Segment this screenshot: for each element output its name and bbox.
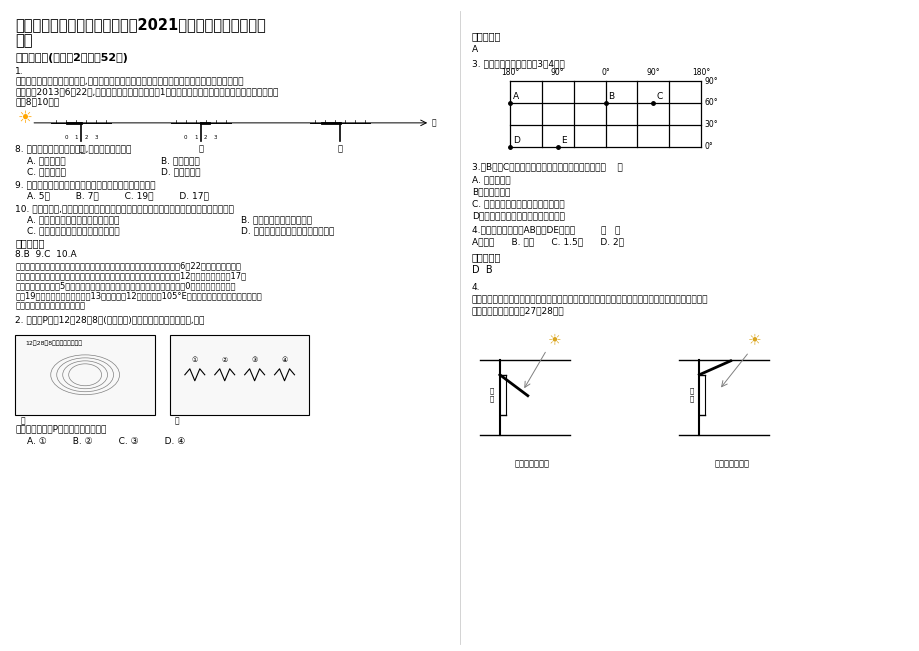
Text: 丙: 丙 <box>432 118 437 128</box>
Text: 甲: 甲 <box>78 145 84 154</box>
Text: 从影子朝向及长短可判断，乙在南半球，甲丙在北半球且丙的纬度高于甲。6月22日直射北半球，北: 从影子朝向及长短可判断，乙在南半球，甲丙在北半球且丙的纬度高于甲。6月22日直射… <box>16 261 241 270</box>
Text: D: D <box>512 136 519 145</box>
Text: 丙: 丙 <box>337 145 343 154</box>
Text: 归线上，甲地位于我国云南省。: 归线上，甲地位于我国云南省。 <box>16 301 85 310</box>
Text: B: B <box>607 92 614 101</box>
Text: 0: 0 <box>64 135 68 140</box>
Text: 3. 读下面经纬网图，回答3～4题。: 3. 读下面经纬网图，回答3～4题。 <box>471 59 564 68</box>
Text: 60°: 60° <box>704 98 717 107</box>
Text: 半球昼长夜短，纬度越高昼越长，南半球昼短夜长；由图可知，丙的当地为12点时，北京时间为17点: 半球昼长夜短，纬度越高昼越长，南半球昼短夜长；由图可知，丙的当地为12点时，北京… <box>16 271 246 280</box>
Text: 位于三个不同地区学校的学生,在国际互联网上合作设计了一个测量立杆影子长度的探究学习活动: 位于三个不同地区学校的学生,在国际互联网上合作设计了一个测量立杆影子长度的探究学… <box>16 77 244 86</box>
Text: 板设计原理，据此回答27～28题。: 板设计原理，据此回答27～28题。 <box>471 306 564 315</box>
Text: 完成8～10题。: 完成8～10题。 <box>16 97 60 106</box>
Text: 一、选择题(每小题2分，共52分): 一、选择题(每小题2分，共52分) <box>16 53 128 63</box>
Text: 2. 读我国P城市12月28日8时(北京时间)前后的相关天气象资料图,回答: 2. 读我国P城市12月28日8时(北京时间)前后的相关天气象资料图,回答 <box>16 315 205 324</box>
Text: 下图中将要影响P城的天气系统可能是: 下图中将要影响P城的天气系统可能是 <box>16 424 107 434</box>
Text: 3.从B地到C地，若不考虑地形因素，最近的走法是（    ）: 3.从B地到C地，若不考虑地形因素，最近的走法是（ ） <box>471 163 622 172</box>
Text: D. 一路柳烟鱼艇静，天涯海角好家乡: D. 一路柳烟鱼艇静，天涯海角好家乡 <box>241 227 334 236</box>
Bar <box>16 335 154 415</box>
Text: 10. 甲图所示地,位于我国某省（区），下列对联或诗句中可反映该省（区）地理特征的是: 10. 甲图所示地,位于我国某省（区），下列对联或诗句中可反映该省（区）地理特征… <box>16 204 234 214</box>
Text: C. 刺桐西下八百里，漳海南来第一楼: C. 刺桐西下八百里，漳海南来第一楼 <box>28 227 119 236</box>
Text: 30°: 30° <box>704 120 717 130</box>
Text: ④: ④ <box>281 357 288 363</box>
Text: 8.B  9.C  10.A: 8.B 9.C 10.A <box>16 251 77 259</box>
Text: 解析: 解析 <box>16 33 33 48</box>
Text: 180°: 180° <box>691 68 709 77</box>
Text: 黑龙江省哈尔滨市呼兰第九中学2021年高三地理月考试题含: 黑龙江省哈尔滨市呼兰第九中学2021年高三地理月考试题含 <box>16 18 266 33</box>
Bar <box>170 335 309 415</box>
Text: 3: 3 <box>214 135 217 140</box>
Text: 2: 2 <box>204 135 208 140</box>
Text: A. 清藻满池皎白远，苍茫海水何所宽: A. 清藻满池皎白远，苍茫海水何所宽 <box>28 215 119 225</box>
Text: ，丙地比北京时间晚5个小时，因此，乙地测得该日杆影长最短时北京时间为0点，图此，丙地为前: ，丙地比北京时间晚5个小时，因此，乙地测得该日杆影长最短时北京时间为0点，图此，… <box>16 281 235 290</box>
Text: 0: 0 <box>184 135 187 140</box>
Text: 窗
户: 窗 户 <box>489 387 494 402</box>
Text: D. 乙、甲、丙: D. 乙、甲、丙 <box>161 168 200 176</box>
Text: 2: 2 <box>85 135 88 140</box>
Text: 4.: 4. <box>471 283 480 292</box>
Text: A: A <box>512 92 518 101</box>
Text: ☀: ☀ <box>548 333 561 348</box>
Text: ☀: ☀ <box>17 109 32 127</box>
Text: C. 乙、丙、甲: C. 乙、丙、甲 <box>28 168 66 176</box>
Text: 。他们于2013年6月22日,各自在当地正午前后，测量1米高立杆的影子长度，所得数据制成下图，据此: 。他们于2013年6月22日,各自在当地正午前后，测量1米高立杆的影子长度，所得… <box>16 87 278 96</box>
Text: 0°: 0° <box>704 143 712 151</box>
Text: 窗
户: 窗 户 <box>688 387 693 402</box>
Text: E: E <box>560 136 566 145</box>
Text: 参考答案：: 参考答案： <box>471 253 501 262</box>
Text: 9. 当乙地测得该日杆影长最短时，丙地所在时区的区时是: 9. 当乙地测得该日杆影长最短时，丙地所在时区的区时是 <box>16 180 155 189</box>
Text: 参考答案：: 参考答案： <box>471 31 501 41</box>
Text: ③: ③ <box>251 357 257 363</box>
Text: 3: 3 <box>95 135 97 140</box>
Text: 甲: 甲 <box>20 417 25 426</box>
Text: A: A <box>471 45 478 54</box>
Text: B. 西藏天下象，游者无禁虞: B. 西藏天下象，游者无禁虞 <box>241 215 312 225</box>
Text: 4.该经纬网图，纬线AB约是DE长度的         （   ）: 4.该经纬网图，纬线AB约是DE长度的 （ ） <box>471 225 619 234</box>
Text: 90°: 90° <box>704 77 717 85</box>
Text: A. 一直向东走: A. 一直向东走 <box>471 176 510 185</box>
Text: 180°: 180° <box>500 68 518 77</box>
Text: 8. 甲、乙、丙三地该日昼长,由长到短的顺序是: 8. 甲、乙、丙三地该日昼长,由长到短的顺序是 <box>16 145 131 154</box>
Text: B．一直向西走: B．一直向西走 <box>471 187 510 197</box>
Text: ②: ② <box>221 357 228 363</box>
Text: A. 甲、乙、丙: A. 甲、乙、丙 <box>28 157 66 166</box>
Text: B. 丙、甲、乙: B. 丙、甲、乙 <box>161 157 199 166</box>
Text: A. ①         B. ②         C. ③         D. ④: A. ① B. ② C. ③ D. ④ <box>28 437 186 445</box>
Text: 1.: 1. <box>16 67 24 76</box>
Text: ①: ① <box>191 357 198 363</box>
Text: 一天19点，由图可知，北京时间13点时，甲地12点，甲地在105°E，而甲地正午投影子说明甲在北回: 一天19点，由图可知，北京时间13点时，甲地12点，甲地在105°E，而甲地正午… <box>16 291 262 300</box>
Text: 0°: 0° <box>600 68 609 77</box>
Text: 90°: 90° <box>646 68 660 77</box>
Text: 遮阳板放下遮阳: 遮阳板放下遮阳 <box>515 460 550 469</box>
Text: 遮阳板抬起采光: 遮阳板抬起采光 <box>713 460 748 469</box>
Text: A．一半      B. 等长      C. 1.5倍      D. 2倍: A．一半 B. 等长 C. 1.5倍 D. 2倍 <box>471 238 623 246</box>
Text: ☀: ☀ <box>746 333 760 348</box>
Text: C. 先向东南，再向东，最后向东北走: C. 先向东南，再向东，最后向东北走 <box>471 200 564 208</box>
Text: 90°: 90° <box>550 68 564 77</box>
Text: 1: 1 <box>74 135 78 140</box>
Text: 福建某中学研究性学习小组，设计了可调节窗户遮阳板，实现教室良好的遮阳与采光。下图示意遮阳: 福建某中学研究性学习小组，设计了可调节窗户遮阳板，实现教室良好的遮阳与采光。下图… <box>471 295 708 304</box>
Text: 1: 1 <box>194 135 198 140</box>
Text: D  B: D B <box>471 265 492 275</box>
Text: A. 5时         B. 7时         C. 19时         D. 17时: A. 5时 B. 7时 C. 19时 D. 17时 <box>28 191 209 201</box>
Text: 乙: 乙 <box>175 417 179 426</box>
Text: 12月28日8时气压水平分布图: 12月28日8时气压水平分布图 <box>26 340 83 346</box>
Text: C: C <box>655 92 662 101</box>
Text: D．先向东北，再向东，最后向东南走: D．先向东北，再向东，最后向东南走 <box>471 212 564 221</box>
Text: 参考答案：: 参考答案： <box>16 238 45 249</box>
Text: 乙: 乙 <box>199 145 203 154</box>
